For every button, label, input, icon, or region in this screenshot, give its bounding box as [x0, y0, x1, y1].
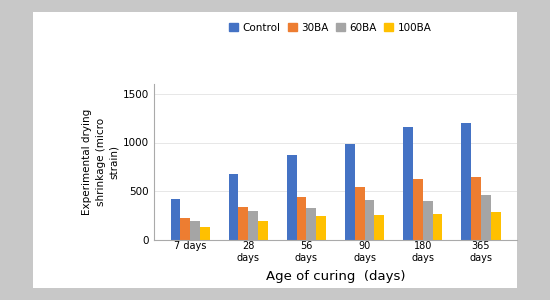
Bar	[258, 221, 268, 240]
Bar	[491, 212, 501, 240]
Bar	[249, 211, 258, 240]
X-axis label: Age of curing  (days): Age of curing (days)	[266, 270, 405, 283]
Bar	[461, 123, 471, 240]
Bar	[180, 218, 190, 240]
Bar	[296, 197, 306, 240]
Bar	[239, 207, 249, 240]
Legend: Control, 30BA, 60BA, 100BA: Control, 30BA, 60BA, 100BA	[224, 19, 436, 37]
Bar	[190, 221, 200, 240]
Bar	[316, 216, 326, 240]
Bar	[375, 215, 384, 240]
Y-axis label: Experimental drying
shrinkage (micro
strain): Experimental drying shrinkage (micro str…	[82, 109, 119, 215]
Bar	[306, 208, 316, 240]
Bar	[403, 127, 412, 240]
Bar	[432, 214, 442, 240]
Bar	[200, 227, 210, 240]
Bar	[422, 201, 432, 240]
Bar	[345, 144, 355, 240]
Bar	[365, 200, 375, 240]
Bar	[481, 195, 491, 240]
Bar	[412, 178, 422, 240]
Bar	[471, 177, 481, 240]
Bar	[229, 174, 239, 240]
Bar	[355, 187, 365, 240]
Bar	[170, 199, 180, 240]
Bar	[287, 155, 296, 240]
